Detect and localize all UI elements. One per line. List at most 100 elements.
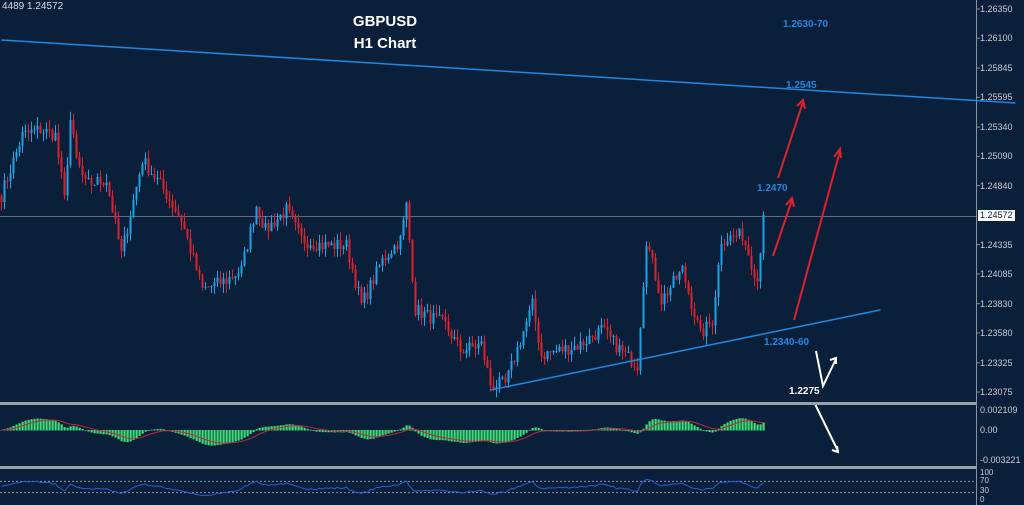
- macd-bar: [144, 430, 147, 432]
- candle-body: [399, 235, 402, 250]
- candle-body: [417, 305, 420, 316]
- candle-body: [633, 366, 636, 368]
- candle-body: [555, 351, 558, 353]
- macd-bar: [459, 430, 462, 443]
- candle-body: [255, 206, 258, 225]
- macd-bar: [369, 430, 372, 439]
- candle-body: [672, 275, 675, 288]
- macd-bar: [246, 430, 249, 437]
- candle-body: [147, 158, 150, 175]
- candle-body: [105, 182, 108, 186]
- candle-body: [207, 286, 210, 288]
- candle-body: [102, 183, 105, 186]
- white-arrow-down: [814, 403, 840, 454]
- candle-body: [336, 239, 339, 249]
- macd-bar: [687, 421, 690, 431]
- candle-body: [699, 320, 702, 329]
- macd-bar: [510, 430, 513, 441]
- macd-bar: [699, 428, 702, 431]
- candle-body: [393, 245, 396, 255]
- candle-body: [297, 222, 300, 228]
- macd-bar: [240, 430, 243, 440]
- candle-body: [495, 387, 498, 389]
- macd-bar: [162, 429, 165, 431]
- price-tick-label: 1.24840: [980, 180, 1013, 191]
- candle-body: [453, 337, 456, 339]
- candle-body: [579, 341, 582, 350]
- price-tick-label: 1.24335: [980, 239, 1013, 250]
- candle-body: [459, 339, 462, 352]
- candle-body: [150, 174, 153, 176]
- candle-body: [624, 350, 627, 353]
- candle-body: [60, 157, 63, 173]
- candle-body: [159, 178, 162, 180]
- candle-body: [12, 157, 15, 174]
- macd-bar: [324, 430, 327, 433]
- macd-bar: [738, 418, 741, 431]
- candle-body: [612, 335, 615, 337]
- macd-bar: [87, 430, 90, 432]
- candle-body: [507, 370, 510, 383]
- macd-bar: [456, 430, 459, 442]
- macd-bar: [414, 430, 417, 432]
- rsi-tick-label: 70: [980, 476, 989, 485]
- macd-tick-label: 0.002109: [980, 405, 1018, 415]
- candle-body: [474, 346, 477, 349]
- macd-bar: [666, 421, 669, 431]
- macd-bar: [156, 429, 159, 431]
- macd-bar: [504, 430, 507, 443]
- candle-body: [36, 125, 39, 130]
- macd-bar: [660, 420, 663, 431]
- macd-bar: [372, 430, 375, 439]
- macd-bar: [663, 420, 666, 431]
- candle-body: [198, 270, 201, 275]
- candle-body: [279, 214, 282, 220]
- candle-body: [741, 228, 744, 241]
- macd-bar: [468, 430, 471, 443]
- candle-body: [348, 239, 351, 263]
- macd-bar: [123, 430, 126, 442]
- macd-bar: [450, 430, 453, 442]
- candle-body: [345, 239, 348, 248]
- macd-bar: [222, 430, 225, 445]
- candle-body: [78, 157, 81, 167]
- candle-body: [423, 311, 426, 318]
- rsi-line: [1, 478, 764, 497]
- candle-body: [618, 345, 621, 353]
- macd-bar: [363, 430, 366, 439]
- macd-bar: [30, 419, 33, 431]
- candle-body: [21, 131, 24, 147]
- candle-body: [606, 326, 609, 331]
- macd-bar: [648, 421, 651, 431]
- candle-body: [558, 346, 561, 352]
- macd-bar: [303, 427, 306, 431]
- trendline-support[interactable]: [490, 309, 881, 391]
- macd-bar: [609, 427, 612, 431]
- candle-body: [567, 345, 570, 355]
- candle-body: [651, 250, 654, 258]
- candle-body: [615, 335, 618, 353]
- candle-body: [663, 293, 666, 305]
- macd-bar: [426, 430, 429, 439]
- candle-body: [303, 235, 306, 244]
- candle-body: [564, 345, 567, 352]
- candle-body: [570, 349, 573, 355]
- candle-body: [264, 223, 267, 228]
- panel-separator[interactable]: [0, 466, 976, 469]
- price-tick-label: 1.25090: [980, 151, 1013, 162]
- panel-separator[interactable]: [0, 402, 976, 405]
- trendlines[interactable]: [1, 39, 1016, 391]
- macd-bar: [102, 430, 105, 435]
- macd-bar: [273, 426, 276, 431]
- macd-bar: [69, 426, 72, 431]
- candle-body: [240, 265, 243, 274]
- candle-body: [504, 377, 507, 383]
- candle-body: [675, 275, 678, 280]
- candle-body: [588, 335, 591, 345]
- red-arrow-1: [777, 98, 806, 179]
- macd-bar: [228, 430, 231, 443]
- trendline-resistance[interactable]: [1, 39, 1016, 104]
- candle-body: [219, 277, 222, 285]
- candle-body: [654, 257, 657, 281]
